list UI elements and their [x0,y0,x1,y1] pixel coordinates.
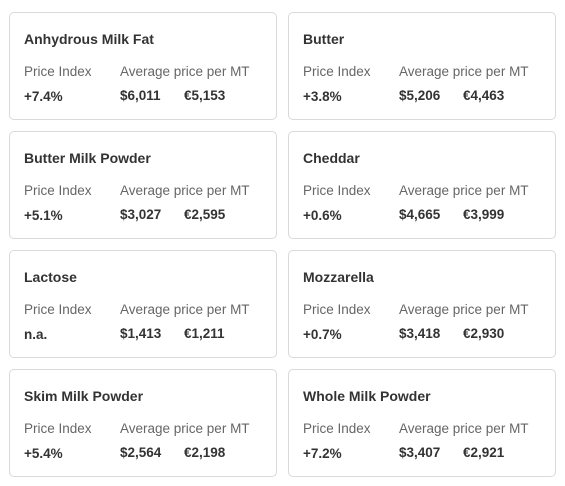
price-eur-value: €5,153 [184,88,226,103]
product-name: Lactose [24,269,77,285]
price-eur-value: €2,921 [463,445,505,460]
price-index-label: Price Index [303,421,371,436]
price-index-value: +0.7% [303,327,342,342]
average-price-label: Average price per MT [399,183,529,198]
product-card-lactose[interactable]: Lactose Price Index Average price per MT… [9,250,277,358]
price-index-value: +5.4% [24,446,63,461]
product-name: Whole Milk Powder [303,388,431,404]
price-index-value: +5.1% [24,208,63,223]
price-usd-value: $3,418 [399,326,441,341]
price-usd-value: $1,413 [120,326,162,341]
price-index-label: Price Index [24,64,92,79]
product-card-mozzarella[interactable]: Mozzarella Price Index Average price per… [288,250,556,358]
product-name: Butter [303,31,345,47]
price-eur-value: €2,595 [184,207,226,222]
product-card-whole-milk-powder[interactable]: Whole Milk Powder Price Index Average pr… [288,369,556,477]
price-usd-value: $3,027 [120,207,162,222]
price-index-value: +7.4% [24,89,63,104]
product-card-cheddar[interactable]: Cheddar Price Index Average price per MT… [288,131,556,239]
product-card-anhydrous-milk-fat[interactable]: Anhydrous Milk Fat Price Index Average p… [9,12,277,120]
price-index-label: Price Index [24,183,92,198]
price-index-value: +0.6% [303,208,342,223]
product-price-grid: Anhydrous Milk Fat Price Index Average p… [9,12,556,477]
product-name: Butter Milk Powder [24,150,151,166]
product-name: Skim Milk Powder [24,388,144,404]
product-card-butter-milk-powder[interactable]: Butter Milk Powder Price Index Average p… [9,131,277,239]
average-price-label: Average price per MT [399,302,529,317]
price-index-value: +3.8% [303,89,342,104]
price-eur-value: €3,999 [463,207,505,222]
price-eur-value: €2,198 [184,445,226,460]
price-index-label: Price Index [24,421,92,436]
average-price-label: Average price per MT [120,183,250,198]
price-eur-value: €4,463 [463,88,505,103]
product-name: Mozzarella [303,269,374,285]
price-index-label: Price Index [303,302,371,317]
average-price-label: Average price per MT [120,64,250,79]
price-usd-value: $3,407 [399,445,441,460]
product-name: Cheddar [303,150,360,166]
price-usd-value: $4,665 [399,207,441,222]
average-price-label: Average price per MT [120,302,250,317]
product-card-skim-milk-powder[interactable]: Skim Milk Powder Price Index Average pri… [9,369,277,477]
product-card-butter[interactable]: Butter Price Index Average price per MT … [288,12,556,120]
price-index-value: n.a. [24,327,48,342]
average-price-label: Average price per MT [120,421,250,436]
price-index-label: Price Index [303,64,371,79]
average-price-label: Average price per MT [399,64,529,79]
price-index-label: Price Index [24,302,92,317]
average-price-label: Average price per MT [399,421,529,436]
price-usd-value: $6,011 [120,88,161,103]
price-eur-value: €1,211 [184,326,225,341]
product-name: Anhydrous Milk Fat [24,31,154,47]
price-usd-value: $5,206 [399,88,441,103]
price-index-value: +7.2% [303,446,342,461]
price-index-label: Price Index [303,183,371,198]
price-usd-value: $2,564 [120,445,162,460]
price-eur-value: €2,930 [463,326,505,341]
